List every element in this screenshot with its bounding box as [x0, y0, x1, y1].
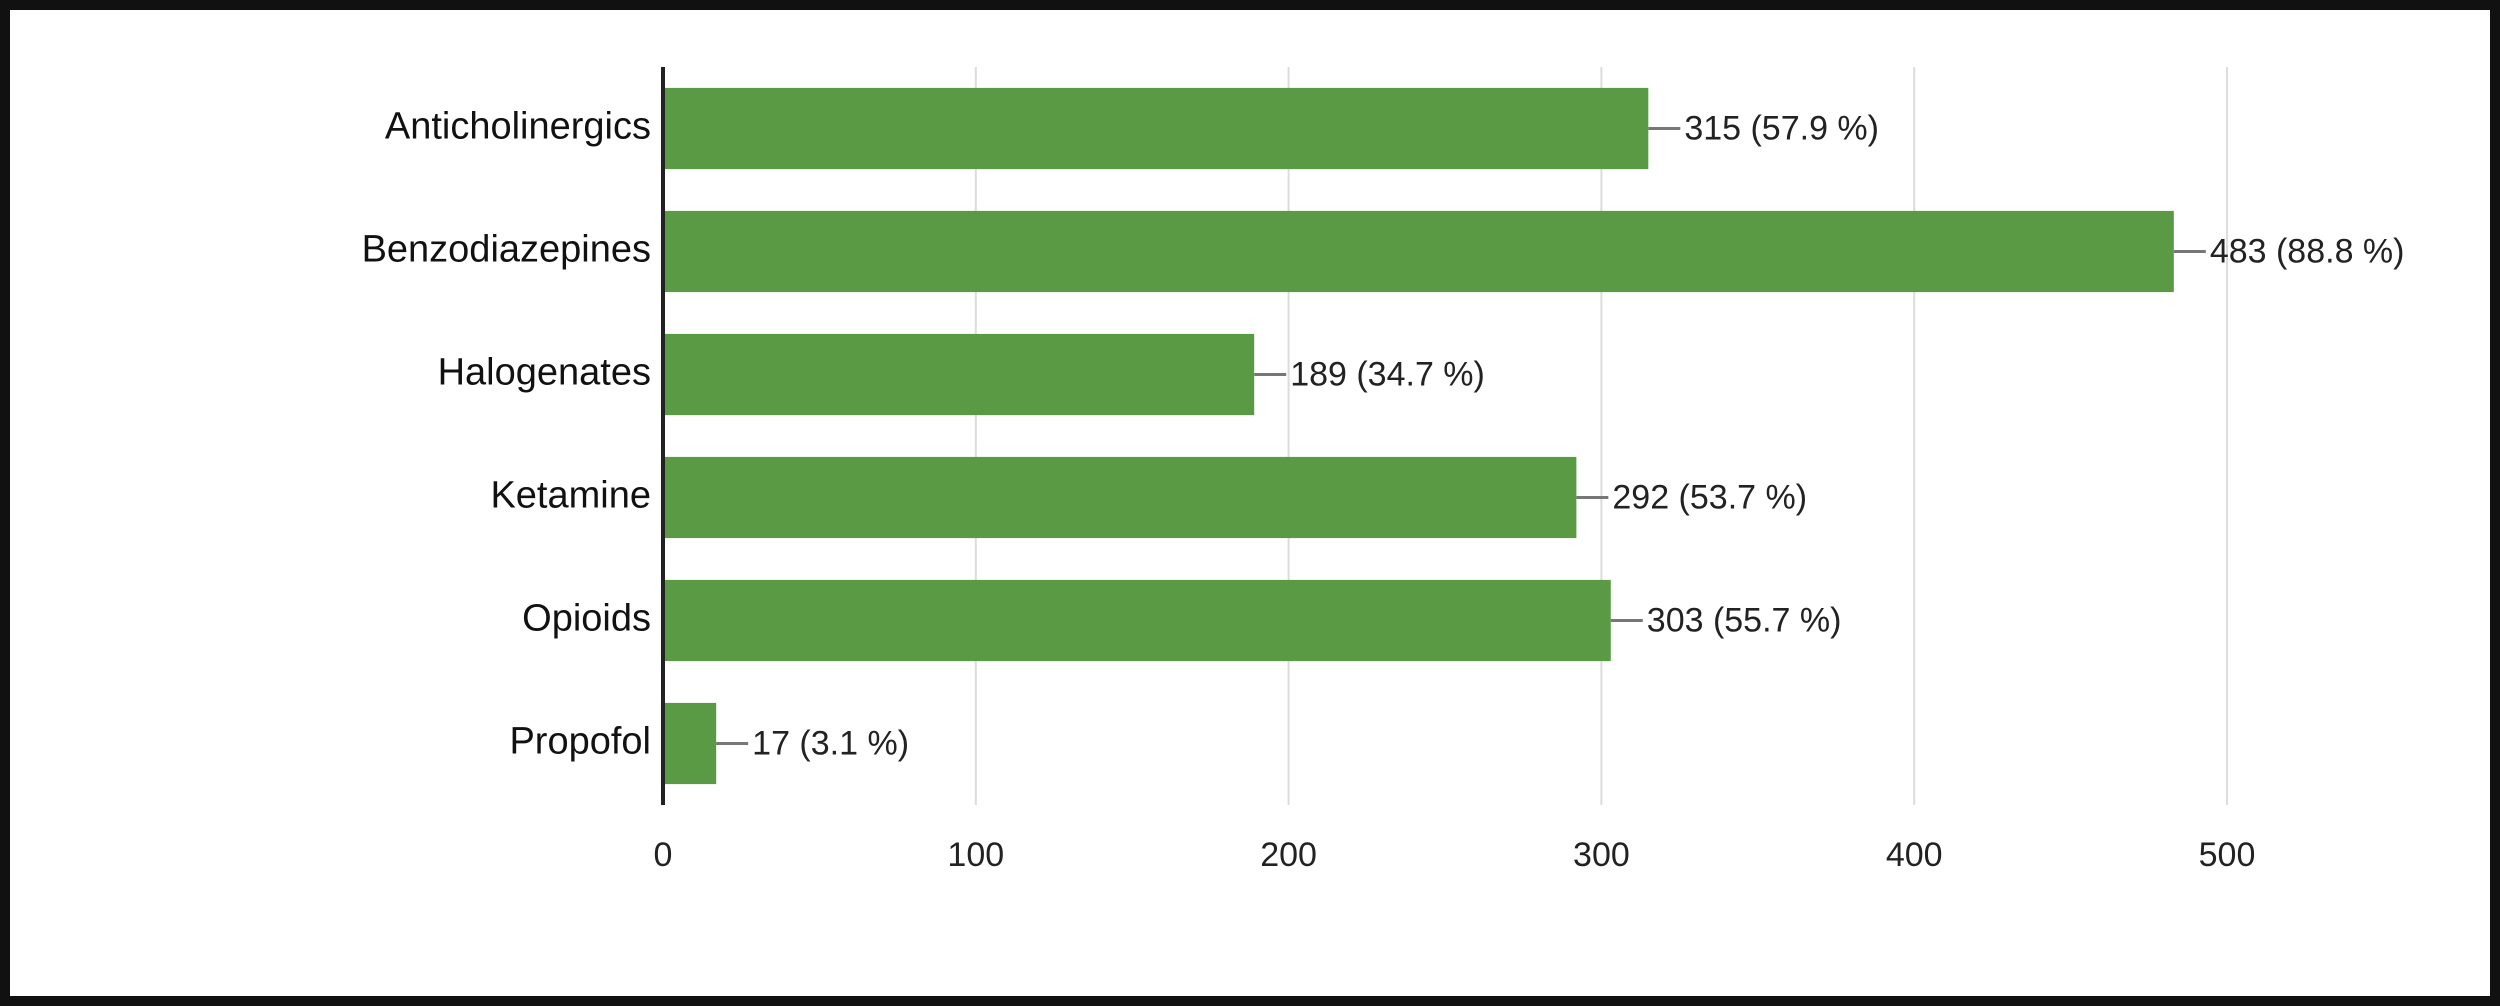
bar [663, 702, 717, 785]
y-tick-label: Anticholinergics [385, 106, 651, 148]
x-tick-label: 300 [1573, 836, 1630, 874]
x-tick-label: 0 [654, 836, 673, 874]
value-label: 292 (53.7 %) [1612, 478, 1807, 516]
value-label: 483 (88.8 %) [2210, 232, 2405, 270]
y-tick-label: Benzodiazepines [362, 229, 651, 271]
y-tick-label: Opioids [522, 598, 651, 640]
bar [663, 456, 1577, 539]
y-tick-label: Ketamine [490, 475, 651, 517]
bar [663, 579, 1611, 662]
x-tick-label: 200 [1260, 836, 1317, 874]
bar [663, 87, 1649, 170]
x-tick-label: 400 [1886, 836, 1943, 874]
value-label: 315 (57.9 %) [1684, 109, 1879, 147]
value-label: 189 (34.7 %) [1290, 355, 1485, 393]
value-label: 303 (55.7 %) [1647, 601, 1842, 639]
value-label: 17 (3.1 %) [752, 724, 909, 762]
x-tick-label: 500 [2199, 836, 2256, 874]
y-tick-label: Propofol [509, 721, 651, 763]
bar [663, 333, 1255, 416]
x-tick-label: 100 [947, 836, 1004, 874]
y-tick-label: Halogenates [438, 352, 651, 394]
bar [663, 210, 2174, 293]
